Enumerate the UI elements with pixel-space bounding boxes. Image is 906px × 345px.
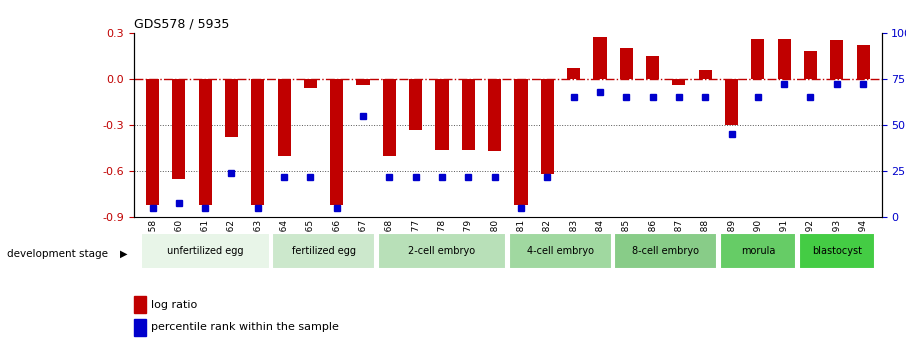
FancyBboxPatch shape — [509, 233, 612, 269]
Bar — [699, 70, 712, 79]
FancyBboxPatch shape — [378, 233, 506, 269]
Bar — [646, 56, 660, 79]
Bar — [672, 79, 686, 85]
Bar — [541, 79, 554, 174]
Bar — [146, 79, 159, 205]
FancyBboxPatch shape — [273, 233, 375, 269]
Bar — [804, 51, 817, 79]
Bar — [225, 79, 238, 137]
Bar — [515, 79, 527, 205]
Text: 4-cell embryo: 4-cell embryo — [527, 246, 594, 256]
Bar — [856, 45, 870, 79]
Bar — [593, 37, 606, 79]
Bar — [383, 79, 396, 156]
Bar — [277, 79, 291, 156]
Text: blastocyst: blastocyst — [812, 246, 862, 256]
Text: unfertilized egg: unfertilized egg — [167, 246, 244, 256]
Text: fertilized egg: fertilized egg — [292, 246, 355, 256]
Bar — [462, 79, 475, 150]
Text: 2-cell embryo: 2-cell embryo — [409, 246, 476, 256]
Text: 8-cell embryo: 8-cell embryo — [632, 246, 699, 256]
Bar — [830, 40, 843, 79]
Bar — [356, 79, 370, 85]
Bar — [725, 79, 738, 125]
Bar — [251, 79, 265, 205]
Bar — [410, 79, 422, 130]
Bar — [198, 79, 212, 205]
Text: morula: morula — [740, 246, 775, 256]
Text: log ratio: log ratio — [151, 300, 198, 310]
Text: GDS578 / 5935: GDS578 / 5935 — [134, 17, 229, 30]
FancyBboxPatch shape — [140, 233, 270, 269]
FancyBboxPatch shape — [798, 233, 875, 269]
Bar — [436, 79, 448, 150]
Bar — [777, 39, 791, 79]
Bar — [751, 39, 765, 79]
Bar — [330, 79, 343, 205]
FancyBboxPatch shape — [719, 233, 796, 269]
Bar — [304, 79, 317, 88]
Bar — [172, 79, 186, 179]
Text: percentile rank within the sample: percentile rank within the sample — [151, 322, 339, 332]
Bar — [488, 79, 501, 151]
Text: ▶: ▶ — [120, 249, 127, 258]
Bar — [134, 296, 146, 313]
Text: development stage: development stage — [7, 249, 108, 258]
FancyBboxPatch shape — [614, 233, 717, 269]
Bar — [134, 319, 146, 336]
Bar — [620, 48, 632, 79]
Bar — [567, 68, 580, 79]
